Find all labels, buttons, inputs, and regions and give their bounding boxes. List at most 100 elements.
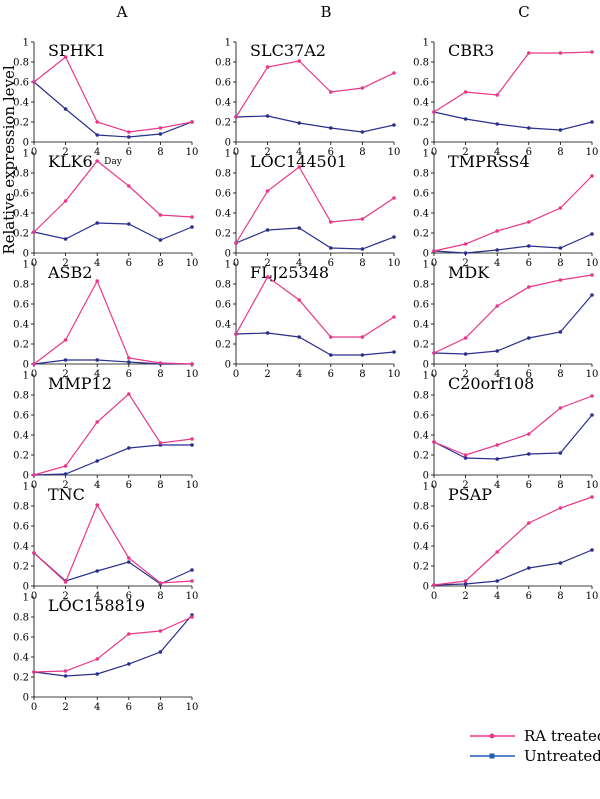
data-point-untreated [495, 457, 500, 461]
y-tick-label: 0.2 [413, 340, 429, 351]
series-line-untreated [433, 111, 593, 131]
series-line-ra-treated [33, 503, 193, 584]
series-line-untreated [33, 444, 192, 476]
x-tick-label: 6 [126, 258, 132, 269]
x-tick-label: 0 [31, 258, 37, 269]
y-tick-label: 0.8 [13, 613, 29, 624]
x-tick-label: 10 [388, 258, 401, 269]
data-point-ra-treated [463, 453, 468, 457]
data-point-untreated [527, 336, 531, 340]
x-tick-label: 6 [328, 147, 334, 158]
data-point-ra-treated [158, 126, 163, 130]
legend-marker-ra-treated [489, 733, 495, 739]
x-tick-label: 4 [94, 702, 100, 713]
x-tick-label: 2 [264, 147, 270, 158]
data-point-untreated [63, 358, 68, 362]
series-line-untreated [433, 549, 593, 586]
y-tick-label: 1 [23, 482, 29, 493]
y-tick-label: 0.2 [13, 451, 29, 462]
series-line-ra-treated [33, 56, 193, 133]
y-tick-label: 0.6 [13, 411, 29, 422]
data-point-untreated [265, 331, 270, 335]
x-tick-label: 4 [94, 480, 100, 491]
y-tick-label: 0 [423, 471, 429, 482]
data-point-untreated [329, 353, 333, 357]
data-point-ra-treated [463, 242, 468, 246]
data-point-ra-treated [127, 392, 131, 396]
series-line-ra-treated [33, 616, 193, 673]
data-point-untreated [95, 221, 99, 225]
x-tick-label: 4 [494, 258, 500, 269]
data-point-ra-treated [158, 441, 163, 445]
x-tick-label: 6 [126, 147, 132, 158]
x-axis-label: Day [104, 157, 123, 167]
data-point-ra-treated [63, 55, 68, 59]
data-point-ra-treated [297, 59, 302, 63]
series-line-untreated [433, 294, 593, 355]
x-tick-label: 0 [233, 369, 239, 380]
x-tick-label: 4 [94, 147, 100, 158]
data-point-ra-treated [95, 159, 99, 163]
panel-title: MDK [448, 263, 490, 282]
y-tick-label: 1 [423, 38, 429, 49]
y-tick-label: 0.6 [13, 78, 29, 89]
series-line-ra-treated [235, 166, 395, 244]
data-point-untreated [95, 672, 99, 676]
y-tick-label: 0.2 [13, 340, 29, 351]
x-tick-label: 2 [62, 369, 68, 380]
panel-title: TMPRSS4 [448, 152, 530, 171]
panel-title: KLK6 [48, 152, 93, 171]
y-tick-label: 0 [23, 360, 29, 371]
panel-title: MMP12 [48, 374, 112, 393]
y-tick-label: 0.4 [13, 209, 29, 220]
data-point-ra-treated [234, 241, 238, 245]
x-tick-label: 0 [431, 147, 437, 158]
data-point-ra-treated [158, 581, 163, 585]
x-tick-label: 0 [31, 702, 37, 713]
data-point-untreated [329, 126, 333, 130]
data-point-untreated [95, 358, 99, 362]
data-point-ra-treated [590, 50, 594, 54]
y-tick-label: 0.8 [413, 502, 429, 513]
data-point-ra-treated [527, 220, 531, 224]
data-point-ra-treated [463, 90, 468, 94]
x-tick-label: 2 [264, 369, 270, 380]
data-point-ra-treated [463, 579, 468, 583]
y-tick-label: 0 [225, 249, 231, 260]
y-tick-label: 0.8 [13, 58, 29, 69]
data-point-ra-treated [265, 65, 270, 69]
x-tick-label: 10 [186, 702, 199, 713]
x-tick-label: 2 [462, 147, 468, 158]
data-point-untreated [127, 360, 131, 364]
data-point-ra-treated [392, 196, 396, 200]
data-point-untreated [392, 123, 396, 127]
data-point-ra-treated [190, 437, 194, 441]
data-point-untreated [95, 133, 99, 137]
y-axis-label: Relative expression level [0, 65, 18, 255]
x-tick-label: 10 [388, 147, 401, 158]
x-tick-label: 6 [126, 369, 132, 380]
data-point-ra-treated [234, 332, 238, 336]
data-point-untreated [63, 107, 68, 111]
data-point-ra-treated [190, 579, 194, 583]
y-tick-label: 0.8 [215, 280, 231, 291]
data-point-ra-treated [329, 90, 333, 94]
x-tick-label: 8 [359, 258, 365, 269]
legend: RA treated Untreated [470, 727, 600, 765]
series-line-ra-treated [33, 393, 193, 476]
data-point-ra-treated [95, 657, 99, 661]
data-point-untreated [360, 353, 365, 357]
data-point-ra-treated [63, 669, 68, 673]
data-point-ra-treated [63, 199, 68, 203]
data-point-ra-treated [95, 420, 99, 424]
y-tick-label: 0 [23, 249, 29, 260]
y-tick-label: 0 [225, 138, 231, 149]
data-point-ra-treated [158, 213, 163, 217]
column-label-a: A [116, 3, 128, 21]
data-point-ra-treated [32, 362, 36, 366]
